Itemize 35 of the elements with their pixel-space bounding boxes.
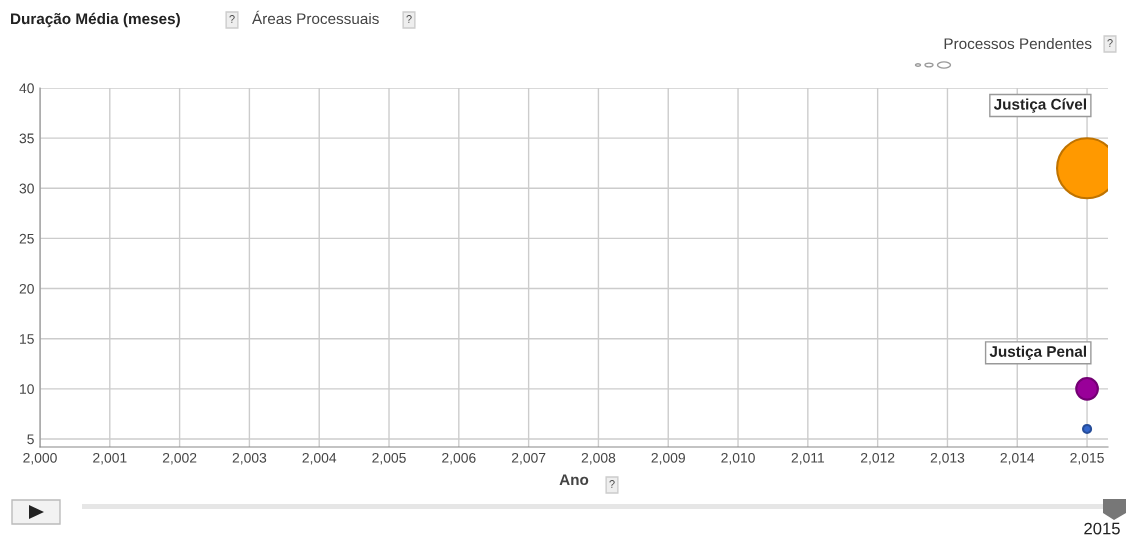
- x-tick-label: 2,006: [442, 452, 476, 465]
- y-tick-label: 30: [19, 183, 34, 194]
- x-tick-label: 2,005: [372, 452, 406, 465]
- text: ?: [406, 15, 412, 23]
- y-tick-label: 35: [19, 133, 34, 144]
- text: ?: [609, 480, 615, 488]
- y-tick-label: 25: [19, 233, 34, 244]
- text: Processos Pendentes: [944, 37, 1092, 50]
- series-label: Justiça Cível: [993, 98, 1086, 113]
- x-tick-label: 2,012: [860, 452, 895, 465]
- x-tick-label: 2,003: [232, 452, 267, 465]
- text: ?: [1107, 39, 1113, 47]
- x-tick-label: 2,015: [1070, 452, 1104, 465]
- legend-title: Áreas Processuais: [252, 10, 379, 25]
- y-axis-title: Duração Média (meses): [11, 12, 180, 28]
- y-tick-label: 10: [20, 384, 34, 395]
- x-tick-label: 2,011: [791, 452, 825, 465]
- x-tick-label: 2,013: [930, 452, 965, 465]
- x-tick-label: 2,000: [23, 452, 57, 465]
- y-tick-label: 15: [20, 334, 34, 344]
- y-tick-label: 20: [19, 283, 34, 294]
- y-tick-label: 5: [27, 434, 34, 445]
- x-axis-title: Ano: [559, 474, 589, 486]
- text: ?: [229, 15, 235, 23]
- x-tick-label: 2,010: [721, 452, 755, 465]
- x-tick-label: 2,002: [162, 452, 197, 465]
- text: 2015: [1084, 522, 1120, 535]
- x-tick-label: 2,004: [302, 452, 337, 465]
- x-tick-label: 2,007: [511, 452, 546, 465]
- y-tick-label: 40: [19, 83, 34, 94]
- x-tick-label: 2,014: [1000, 452, 1035, 465]
- series-label: Justiça Penal: [989, 345, 1086, 360]
- x-tick-label: 2,008: [581, 452, 616, 465]
- x-tick-label: 2,009: [651, 452, 685, 465]
- x-tick-label: 2,001: [93, 452, 127, 465]
